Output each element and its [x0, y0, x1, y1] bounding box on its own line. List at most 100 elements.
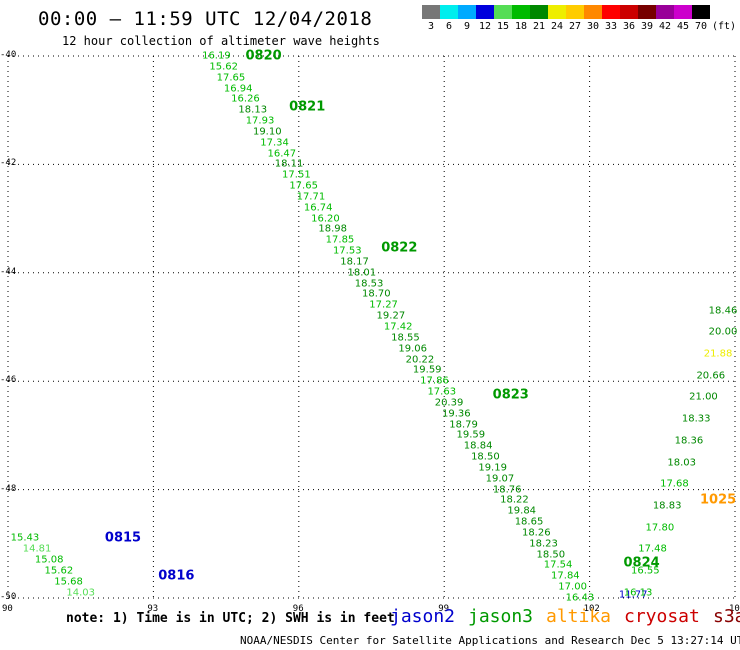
- wave-height-value: 17.85: [325, 234, 355, 246]
- wave-height-value: 16.74: [303, 202, 333, 214]
- satellite-legend-item: jason2: [390, 606, 456, 627]
- wave-height-value: 16.43: [565, 592, 595, 604]
- pass-time-label: 0822: [381, 240, 418, 256]
- wave-height-value: 19.36: [441, 408, 471, 420]
- lon-tick-label: 105: [729, 604, 740, 614]
- wave-height-value: 19.19: [478, 462, 507, 474]
- wave-height-value: 17.54: [543, 559, 573, 571]
- colorbar-swatch: [602, 5, 620, 19]
- wave-height-value: 18.17: [340, 256, 369, 268]
- wave-height-value: 18.01: [347, 267, 377, 279]
- wave-height-value: 16.13: [623, 587, 653, 599]
- wave-height-value: 17.65: [216, 72, 246, 84]
- lon-tick-label: 96: [292, 604, 304, 614]
- wave-height-value: 18.50: [471, 451, 500, 463]
- wave-height-value: 15.08: [34, 554, 64, 566]
- wave-height-value: 16.55: [631, 565, 660, 577]
- wave-height-value: 17.65: [289, 180, 318, 192]
- colorbar-swatch: [458, 5, 476, 19]
- wave-height-value: 21.00: [689, 391, 718, 403]
- pass-time-label: 0821: [289, 99, 326, 115]
- colorbar-label: 45: [676, 21, 690, 32]
- wave-height-value: 16.94: [223, 83, 253, 95]
- wave-height-value: 17.51: [282, 169, 311, 181]
- wave-height-value: 15.68: [54, 576, 83, 588]
- wave-height-value: 17.63: [427, 386, 457, 398]
- wave-height-value: 17.71: [296, 191, 326, 203]
- satellite-legend-item: cryosat: [624, 606, 700, 627]
- wave-height-value: 16.19: [202, 50, 231, 62]
- wave-height-value: 18.13: [238, 104, 268, 116]
- colorbar-swatch: [566, 5, 584, 19]
- credit-line: NOAA/NESDIS Center for Satellite Applica…: [240, 634, 740, 647]
- colorbar-label: 9: [463, 21, 471, 32]
- wave-height-value: 18.33: [681, 413, 711, 425]
- wave-height-value: 18.79: [449, 419, 478, 431]
- colorbar-label: 36: [622, 21, 636, 32]
- wave-height-value: 18.22: [500, 494, 529, 506]
- satellite-legend-item: altika: [546, 606, 612, 627]
- colorbar-swatch: [638, 5, 656, 19]
- wave-height-value: 19.84: [507, 505, 537, 517]
- wave-height-value: 20.66: [696, 370, 726, 382]
- colorbar-label: 12: [478, 21, 492, 32]
- wave-height-value: 18.98: [318, 223, 348, 235]
- pass-time-label: 1025: [700, 492, 737, 508]
- colorbar-label: 42: [658, 21, 672, 32]
- wave-height-value: 17.68: [660, 478, 689, 490]
- wave-height-value: 20.00: [708, 326, 738, 338]
- wave-height-value: 18.76: [492, 484, 522, 496]
- colorbar-label: 70: [694, 21, 708, 32]
- colorbar-label: 30: [586, 21, 600, 32]
- pass-time-label: 0823: [492, 387, 529, 403]
- wave-height-value: 19.06: [398, 343, 428, 355]
- wave-height-value: 17.34: [260, 137, 289, 149]
- colorbar-label: 3: [427, 21, 435, 32]
- wave-height-value: 18.46: [708, 305, 738, 317]
- colorbar-swatch: [620, 5, 638, 19]
- colorbar-swatch: [512, 5, 530, 19]
- wave-height-value: 18.11: [274, 158, 304, 170]
- colorbar-label: 27: [568, 21, 582, 32]
- colorbar-label: 15: [496, 21, 510, 32]
- pass-time-label: 0815: [104, 530, 142, 546]
- wave-height-value: 18.70: [362, 288, 391, 300]
- lon-tick-label: 102: [583, 604, 600, 614]
- colorbar-label: 24: [550, 21, 564, 32]
- wave-height-value: 18.26: [521, 527, 551, 539]
- pass-time-label: 0824: [623, 555, 660, 571]
- wave-height-value: 17.86: [420, 375, 449, 387]
- wave-height-value: 14.03: [66, 587, 96, 599]
- satellite-legend-item: jason3: [468, 606, 534, 627]
- pass-time-label: 0820: [245, 48, 282, 64]
- wave-height-value: 19.10: [252, 126, 282, 138]
- lat-tick-label: -40: [0, 50, 17, 60]
- colorbar-swatch: [422, 5, 440, 19]
- wave-height-value: 18.36: [674, 435, 704, 447]
- lat-tick-label: -46: [0, 375, 17, 386]
- wave-height-value: 18.83: [652, 500, 682, 512]
- wave-height-value: 15.62: [209, 61, 238, 73]
- lon-tick-label: 90: [2, 604, 13, 614]
- lon-tick-label: 99: [438, 604, 450, 614]
- wave-height-value: 16.47: [267, 148, 297, 160]
- wave-height-value: 19.59: [456, 429, 486, 441]
- map-title: 00:00 – 11:59 UTC 12/04/2018: [38, 8, 373, 30]
- colorbar-swatch: [440, 5, 458, 19]
- wave-height-value: 17.93: [245, 115, 275, 127]
- wave-height-value: 17.00: [558, 581, 587, 593]
- lat-tick-label: -42: [0, 158, 17, 169]
- colorbar-label: 39: [640, 21, 654, 32]
- wave-height-value: 18.65: [514, 516, 544, 528]
- colorbar-swatch: [674, 5, 692, 19]
- colorbar-swatch: [476, 5, 494, 19]
- wave-height-value: 19.27: [376, 310, 406, 322]
- wave-height-value: 17.80: [645, 522, 675, 534]
- wave-height-value: 11.77: [618, 589, 648, 601]
- wave-height-value: 18.53: [354, 278, 384, 290]
- lon-tick-label: 93: [147, 604, 159, 614]
- colorbar-swatch: [584, 5, 602, 19]
- lat-tick-label: -48: [0, 483, 17, 494]
